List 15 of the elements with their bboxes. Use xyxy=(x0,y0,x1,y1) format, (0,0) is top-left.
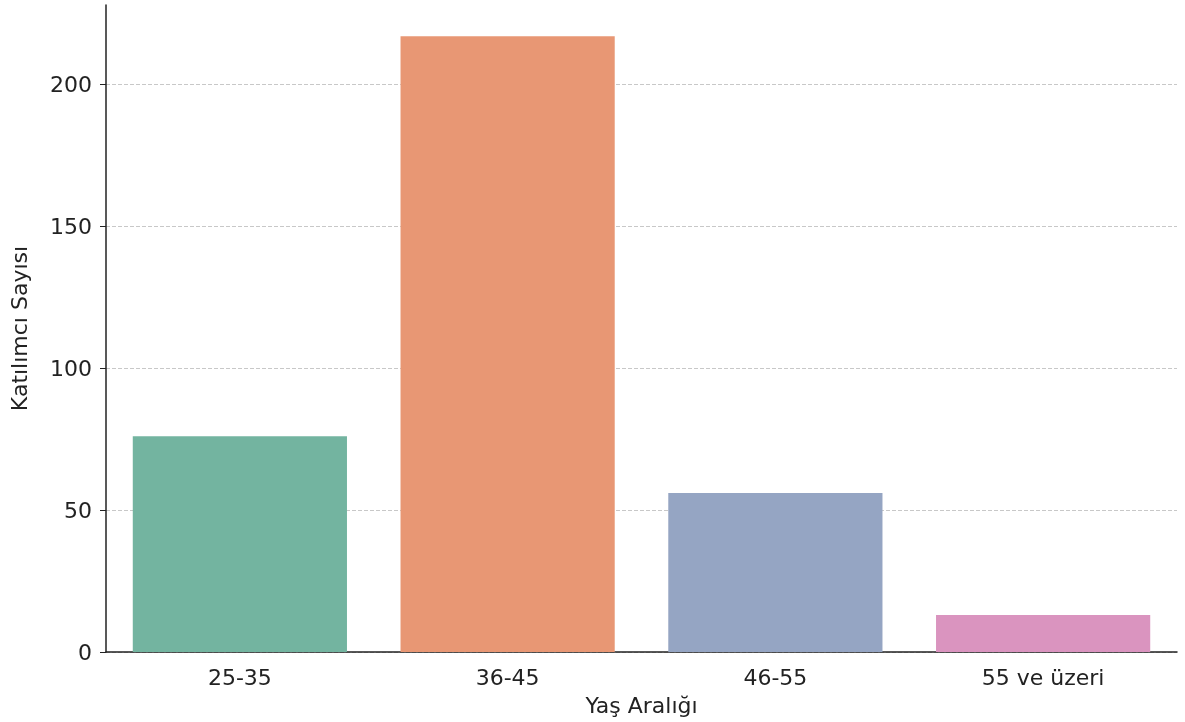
y-tick-label: 150 xyxy=(50,213,92,239)
x-tick-label: 36-45 xyxy=(475,664,540,690)
y-tick-label: 0 xyxy=(78,639,92,665)
bar xyxy=(668,493,883,652)
bar xyxy=(132,436,347,652)
y-tick-label: 200 xyxy=(50,71,92,97)
x-tick-label: 46-55 xyxy=(743,664,808,690)
y-axis-title: Katılımcı Sayısı xyxy=(6,245,32,412)
bar xyxy=(400,36,615,652)
x-axis-title: Yaş Aralığı xyxy=(584,692,698,718)
x-tick-label: 25-35 xyxy=(207,664,272,690)
y-tick-label: 50 xyxy=(64,497,92,523)
x-tick-label: 55 ve üzeri xyxy=(981,664,1105,690)
y-tick-label: 100 xyxy=(50,355,92,381)
bar xyxy=(936,615,1151,652)
